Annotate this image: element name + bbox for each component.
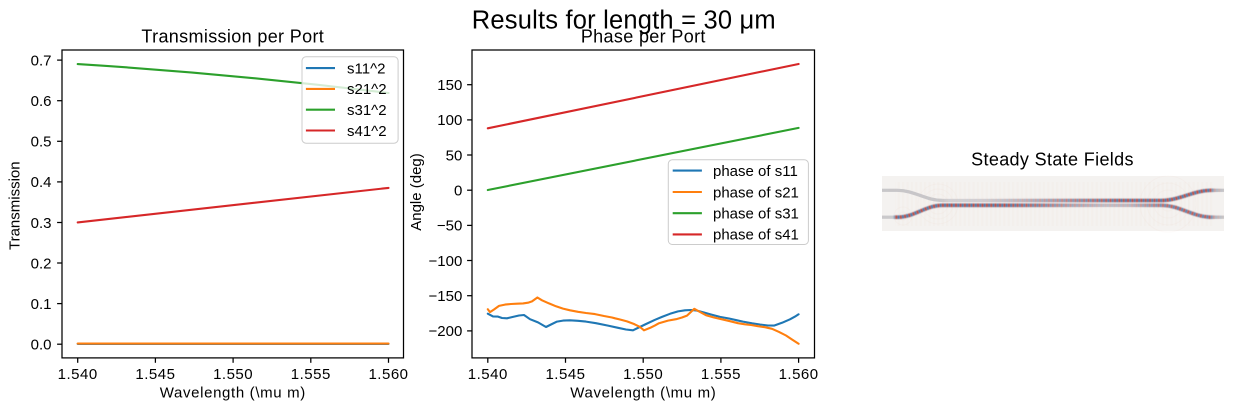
svg-text:0.6: 0.6 xyxy=(31,93,52,110)
svg-text:s11^2: s11^2 xyxy=(347,60,385,77)
svg-text:100: 100 xyxy=(437,112,462,129)
svg-text:Results for length = 30 μm: Results for length = 30 μm xyxy=(472,6,776,34)
svg-text:0.0: 0.0 xyxy=(31,337,52,354)
svg-text:0.5: 0.5 xyxy=(31,134,52,151)
svg-text:0.1: 0.1 xyxy=(31,296,52,313)
svg-text:phase of s11: phase of s11 xyxy=(713,163,798,180)
svg-text:1.550: 1.550 xyxy=(213,366,253,383)
svg-text:1.540: 1.540 xyxy=(58,366,98,383)
svg-text:1.545: 1.545 xyxy=(135,366,175,383)
svg-text:−150: −150 xyxy=(429,288,463,305)
svg-text:phase of s31: phase of s31 xyxy=(713,206,799,223)
svg-text:phase of s21: phase of s21 xyxy=(713,184,799,201)
svg-text:0.4: 0.4 xyxy=(31,174,52,191)
svg-text:−100: −100 xyxy=(429,253,463,270)
svg-text:Wavelength (\mu m): Wavelength (\mu m) xyxy=(570,385,716,402)
svg-text:s31^2: s31^2 xyxy=(347,102,387,119)
svg-text:0.2: 0.2 xyxy=(31,255,52,272)
svg-text:1.545: 1.545 xyxy=(545,366,585,383)
svg-text:s21^2: s21^2 xyxy=(347,81,387,98)
svg-text:Steady State Fields: Steady State Fields xyxy=(971,150,1134,170)
svg-text:1.540: 1.540 xyxy=(468,366,508,383)
svg-text:50: 50 xyxy=(446,147,463,164)
svg-text:150: 150 xyxy=(437,77,462,94)
svg-text:1.555: 1.555 xyxy=(291,366,331,383)
svg-text:1.560: 1.560 xyxy=(368,366,408,383)
svg-text:Transmission per Port: Transmission per Port xyxy=(141,27,324,47)
svg-text:−50: −50 xyxy=(437,218,462,235)
svg-text:s41^2: s41^2 xyxy=(347,123,387,140)
svg-text:0.7: 0.7 xyxy=(31,52,52,69)
svg-text:phase of s41: phase of s41 xyxy=(713,227,799,244)
svg-text:Angle (deg): Angle (deg) xyxy=(408,153,425,231)
svg-text:1.550: 1.550 xyxy=(623,366,663,383)
svg-text:0.3: 0.3 xyxy=(31,215,52,232)
svg-text:1.560: 1.560 xyxy=(779,366,819,383)
svg-text:−200: −200 xyxy=(429,323,463,340)
svg-text:1.555: 1.555 xyxy=(701,366,741,383)
svg-text:Phase per Port: Phase per Port xyxy=(581,27,706,47)
svg-text:Wavelength (\mu m): Wavelength (\mu m) xyxy=(160,385,306,402)
svg-text:Transmission: Transmission xyxy=(7,161,24,250)
svg-text:0: 0 xyxy=(454,183,462,200)
